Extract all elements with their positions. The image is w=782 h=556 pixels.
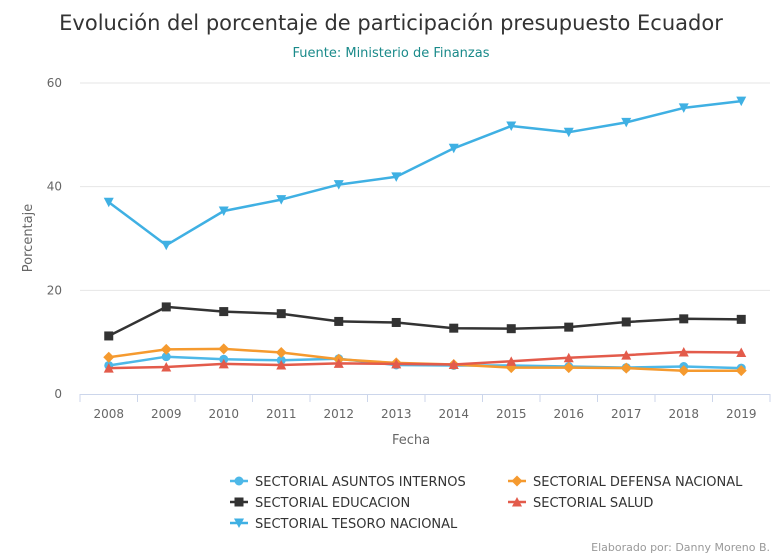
data-point[interactable] [161,362,172,372]
data-point[interactable] [103,197,114,208]
data-point[interactable] [678,347,689,357]
y-tick-label: 40 [47,180,62,194]
data-point[interactable] [448,143,459,154]
legend-label: SECTORIAL ASUNTOS INTERNOS [255,475,466,490]
series-group [104,302,746,341]
x-tick-label: 2019 [726,407,757,421]
legend-marker-icon [234,518,244,528]
data-point[interactable] [219,307,229,317]
legend-label: SECTORIAL TESORO NACIONAL [255,517,458,532]
x-tick-label: 2018 [668,407,699,421]
data-point[interactable] [679,314,689,324]
y-tick-label: 60 [47,76,62,90]
data-point[interactable] [448,359,459,369]
data-point[interactable] [391,172,402,182]
data-point[interactable] [333,180,344,190]
series-line[interactable] [108,99,742,247]
data-point[interactable] [506,324,516,334]
data-point[interactable] [275,347,287,359]
chart-subtitle: Fuente: Ministerio de Finanzas [293,46,490,61]
legend-item[interactable]: SECTORIAL EDUCACION [230,496,410,511]
series-line[interactable] [108,355,742,370]
data-point[interactable] [161,302,171,312]
legend-item[interactable]: SECTORIAL DEFENSA NACIONAL [508,475,743,490]
data-point[interactable] [736,347,747,358]
data-point[interactable] [735,365,747,377]
legend-label: SECTORIAL EDUCACION [255,496,410,511]
data-point[interactable] [218,343,230,355]
series-line[interactable] [108,350,742,370]
series-line[interactable] [108,305,742,338]
data-point[interactable] [391,358,402,369]
data-point[interactable] [736,96,747,107]
series-group [103,96,747,251]
data-point[interactable] [276,359,287,370]
data-point[interactable] [736,314,746,324]
data-point[interactable] [161,240,172,251]
legend-marker-icon [511,475,523,487]
data-point[interactable] [621,317,631,327]
data-point[interactable] [563,352,574,363]
data-point[interactable] [449,323,459,333]
x-tick-label: 2008 [93,407,124,421]
credit-text[interactable]: Elaborado por: Danny Moreno B. [591,541,770,554]
plot-area: 0 20 40 60 2008 2009 2010 2011 2012 2013 2014 2015 2… [47,76,771,421]
data-point[interactable] [104,331,114,341]
series-group [103,347,747,373]
x-tick-label: 2015 [496,407,527,421]
data-point[interactable] [334,316,344,326]
data-point[interactable] [161,352,171,362]
legend-marker-icon [234,497,244,507]
y-tick-label: 20 [47,283,62,297]
legend-label: SECTORIAL DEFENSA NACIONAL [533,475,743,490]
x-tick-label: 2012 [323,407,354,421]
legend-item[interactable]: SECTORIAL ASUNTOS INTERNOS [230,475,466,490]
data-point[interactable] [620,362,632,374]
data-point[interactable] [218,206,229,217]
data-point[interactable] [276,195,287,205]
data-point[interactable] [678,103,689,113]
x-axis-title: Fecha [392,433,430,448]
data-point[interactable] [218,358,229,369]
data-point[interactable] [506,121,517,132]
data-point[interactable] [563,127,574,138]
x-tick-label: 2013 [381,407,412,421]
chart-title: Evolución del porcentaje de participació… [59,11,723,35]
legend-label: SECTORIAL SALUD [533,496,653,511]
x-tick-label: 2010 [208,407,239,421]
data-point[interactable] [506,356,517,366]
series-group [103,343,747,377]
legend-item[interactable]: SECTORIAL TESORO NACIONAL [230,517,458,532]
data-point[interactable] [391,317,401,327]
data-point[interactable] [160,343,172,355]
legend-marker-icon [512,497,522,507]
x-tick-label: 2011 [266,407,297,421]
data-point[interactable] [333,358,344,368]
data-point[interactable] [103,351,115,363]
data-point[interactable] [621,350,632,360]
y-tick-label: 0 [54,387,62,401]
data-point[interactable] [621,117,632,128]
data-point[interactable] [103,363,114,373]
legend-item[interactable]: SECTORIAL SALUD [508,496,653,511]
x-tick-label: 2014 [438,407,469,421]
y-axis-title: Porcentaje [21,204,36,272]
legend: SECTORIAL ASUNTOS INTERNOS SECTORIAL DEFE… [230,475,743,532]
data-point[interactable] [564,322,574,332]
data-point[interactable] [276,309,286,319]
legend-marker-icon [234,476,244,486]
x-tick-label: 2009 [151,407,182,421]
data-point[interactable] [563,362,575,374]
data-point[interactable] [678,365,690,377]
x-tick-label: 2016 [553,407,584,421]
x-tick-label: 2017 [611,407,642,421]
